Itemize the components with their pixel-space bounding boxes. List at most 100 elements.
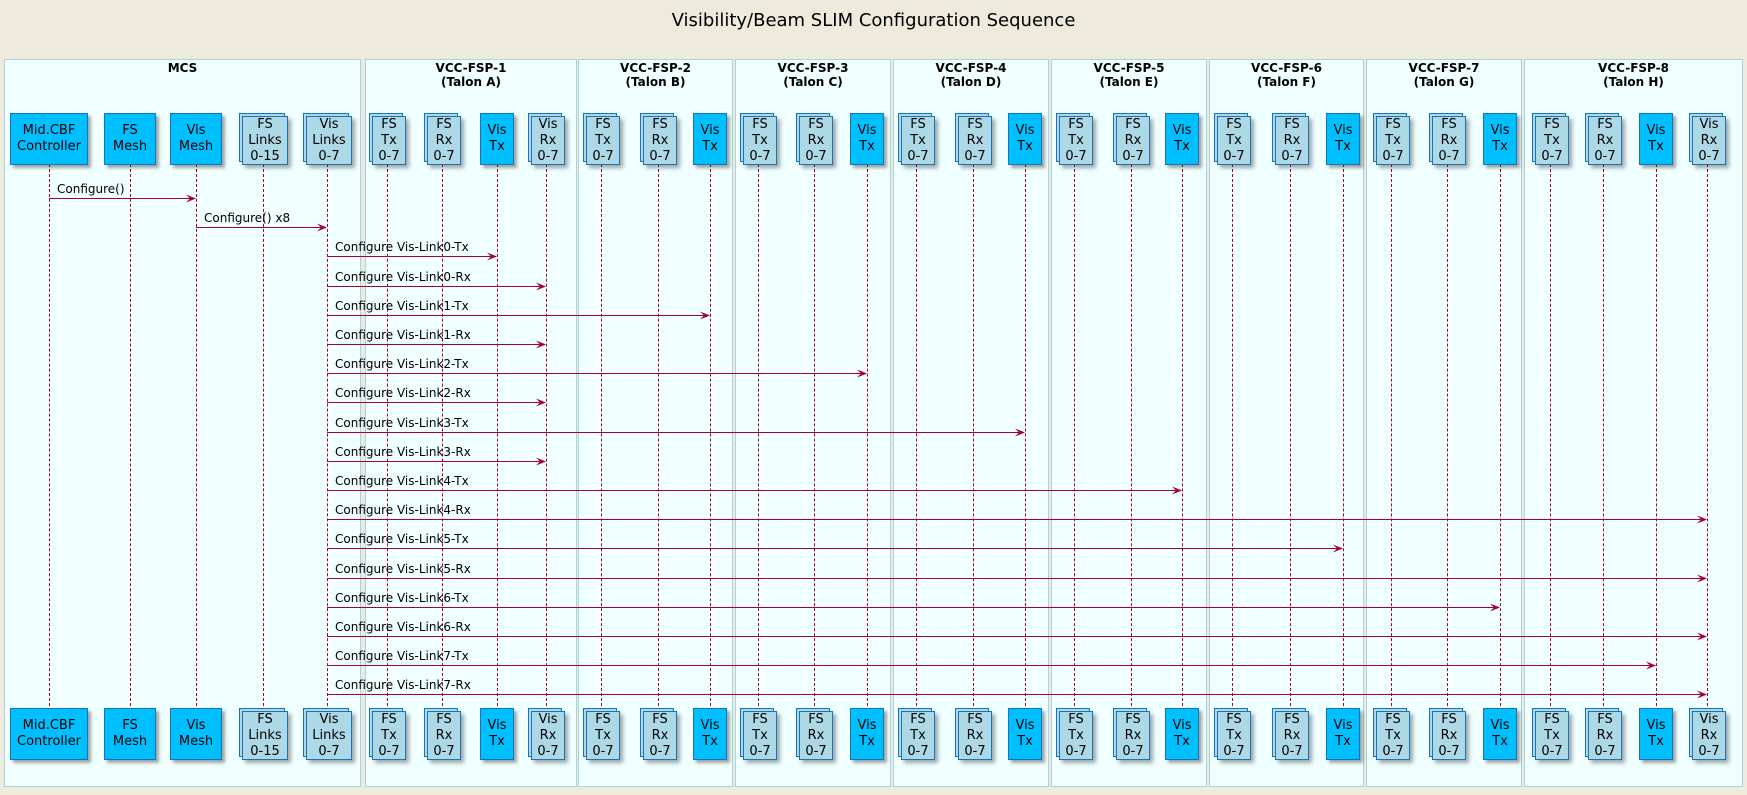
lifeline xyxy=(1182,164,1183,706)
participant-f_fstx-bottom: FS Tx 0-7 xyxy=(1217,711,1251,760)
message-label: Configure Vis-Link6-Tx xyxy=(335,590,469,605)
lifeline xyxy=(1290,164,1291,706)
lifeline xyxy=(916,164,917,706)
participant-fslinks-top: FS Links 0-15 xyxy=(242,116,288,165)
lifeline xyxy=(814,164,815,706)
message-label: Configure Vis-Link0-Tx xyxy=(335,239,469,254)
participant-vislinks-bottom: Vis Links 0-7 xyxy=(306,711,352,760)
lifeline xyxy=(1391,164,1392,706)
lifeline xyxy=(1447,164,1448,706)
participant-vislinks-top: Vis Links 0-7 xyxy=(306,116,352,165)
participant-a_vistx-top: Vis Tx xyxy=(480,113,514,165)
message-arrow-head xyxy=(487,252,497,261)
participant-h_fsrx-top: FS Rx 0-7 xyxy=(1588,116,1622,165)
participant-g_fstx-bottom: FS Tx 0-7 xyxy=(1376,711,1410,760)
swimlane-title: VCC-FSP-6 (Talon F) xyxy=(1251,61,1322,89)
lifeline xyxy=(130,164,131,706)
lifeline xyxy=(546,164,547,706)
message-label: Configure Vis-Link7-Tx xyxy=(335,648,469,663)
participant-d_fsrx-top: FS Rx 0-7 xyxy=(958,116,992,165)
participant-fslinks-bottom: FS Links 0-15 xyxy=(242,711,288,760)
participant-ctrl-bottom: Mid.CBF Controller xyxy=(10,708,88,760)
swimlane-title: VCC-FSP-2 (Talon B) xyxy=(620,61,691,89)
lifeline xyxy=(1232,164,1233,706)
message-arrow-head xyxy=(1015,428,1025,437)
lifeline xyxy=(867,164,868,706)
swimlane-title: VCC-FSP-4 (Talon D) xyxy=(935,61,1007,89)
participant-h_fstx-top: FS Tx 0-7 xyxy=(1535,116,1569,165)
participant-a_fstx-top: FS Tx 0-7 xyxy=(372,116,406,165)
diagram-title: Visibility/Beam SLIM Configuration Seque… xyxy=(671,10,1076,31)
participant-a_fstx-bottom: FS Tx 0-7 xyxy=(372,711,406,760)
message-label: Configure Vis-Link2-Tx xyxy=(335,356,469,371)
message-arrow-head xyxy=(1646,661,1656,670)
message-label: Configure() x8 xyxy=(204,210,291,225)
message-arrow-head xyxy=(1172,486,1182,495)
lifeline xyxy=(601,164,602,706)
lifeline xyxy=(1025,164,1026,706)
lifeline xyxy=(387,164,388,706)
participant-fsmesh-top: FS Mesh xyxy=(104,113,156,165)
participant-d_fstx-bottom: FS Tx 0-7 xyxy=(901,711,935,760)
lifeline xyxy=(49,164,50,706)
message-label: Configure() xyxy=(57,181,125,196)
participant-a_visrx-bottom: Vis Rx 0-7 xyxy=(531,711,565,760)
swimlane-title: VCC-FSP-3 (Talon C) xyxy=(777,61,849,89)
participant-e_fsrx-bottom: FS Rx 0-7 xyxy=(1116,711,1150,760)
message-label: Configure Vis-Link1-Rx xyxy=(335,327,471,342)
lifeline xyxy=(1131,164,1132,706)
participant-g_fsrx-bottom: FS Rx 0-7 xyxy=(1432,711,1466,760)
lifeline xyxy=(1707,164,1708,706)
participant-vismesh-bottom: Vis Mesh xyxy=(170,708,222,760)
lifeline xyxy=(1550,164,1551,706)
participant-h_vistx-bottom: Vis Tx xyxy=(1639,708,1673,760)
lifeline xyxy=(973,164,974,706)
swimlane-title: VCC-FSP-5 (Talon E) xyxy=(1093,61,1165,89)
swimlane-title: VCC-FSP-8 (Talon H) xyxy=(1598,61,1669,89)
participant-b_vistx-top: Vis Tx xyxy=(693,113,727,165)
swimlane-box: MCS xyxy=(4,59,361,787)
participant-h_fsrx-bottom: FS Rx 0-7 xyxy=(1588,711,1622,760)
message-label: Configure Vis-Link4-Tx xyxy=(335,473,469,488)
participant-a_visrx-top: Vis Rx 0-7 xyxy=(531,116,565,165)
message-label: Configure Vis-Link5-Rx xyxy=(335,561,471,576)
lifeline xyxy=(1656,164,1657,706)
participant-vismesh-top: Vis Mesh xyxy=(170,113,222,165)
message-arrow-head xyxy=(1333,544,1343,553)
participant-c_fstx-bottom: FS Tx 0-7 xyxy=(743,711,777,760)
message-arrow-head xyxy=(536,398,546,407)
participant-f_fstx-top: FS Tx 0-7 xyxy=(1217,116,1251,165)
participant-a_vistx-bottom: Vis Tx xyxy=(480,708,514,760)
lifeline xyxy=(497,164,498,706)
message-arrow-head xyxy=(536,282,546,291)
participant-e_fsrx-top: FS Rx 0-7 xyxy=(1116,116,1150,165)
participant-h_fstx-bottom: FS Tx 0-7 xyxy=(1535,711,1569,760)
swimlane-title: VCC-FSP-7 (Talon G) xyxy=(1408,61,1480,89)
participant-g_vistx-top: Vis Tx xyxy=(1483,113,1517,165)
participant-f_vistx-top: Vis Tx xyxy=(1326,113,1360,165)
participant-e_fstx-bottom: FS Tx 0-7 xyxy=(1059,711,1093,760)
lifeline xyxy=(196,164,197,706)
participant-c_fstx-top: FS Tx 0-7 xyxy=(743,116,777,165)
participant-h_visrx-top: Vis Rx 0-7 xyxy=(1692,116,1726,165)
participant-b_fstx-top: FS Tx 0-7 xyxy=(586,116,620,165)
participant-h_vistx-top: Vis Tx xyxy=(1639,113,1673,165)
message-arrow-head xyxy=(857,369,867,378)
message-arrow-head xyxy=(536,457,546,466)
participant-d_vistx-bottom: Vis Tx xyxy=(1008,708,1042,760)
message-arrow-head xyxy=(1697,632,1707,641)
participant-g_fsrx-top: FS Rx 0-7 xyxy=(1432,116,1466,165)
message-label: Configure Vis-Link5-Tx xyxy=(335,531,469,546)
participant-a_fsrx-top: FS Rx 0-7 xyxy=(427,116,461,165)
lifeline xyxy=(442,164,443,706)
lifeline xyxy=(758,164,759,706)
participant-ctrl-top: Mid.CBF Controller xyxy=(10,113,88,165)
lifeline xyxy=(1603,164,1604,706)
participant-b_fsrx-top: FS Rx 0-7 xyxy=(643,116,677,165)
lifeline xyxy=(1343,164,1344,706)
participant-fsmesh-bottom: FS Mesh xyxy=(104,708,156,760)
message-label: Configure Vis-Link0-Rx xyxy=(335,269,471,284)
message-label: Configure Vis-Link2-Rx xyxy=(335,385,471,400)
participant-c_fsrx-bottom: FS Rx 0-7 xyxy=(799,711,833,760)
